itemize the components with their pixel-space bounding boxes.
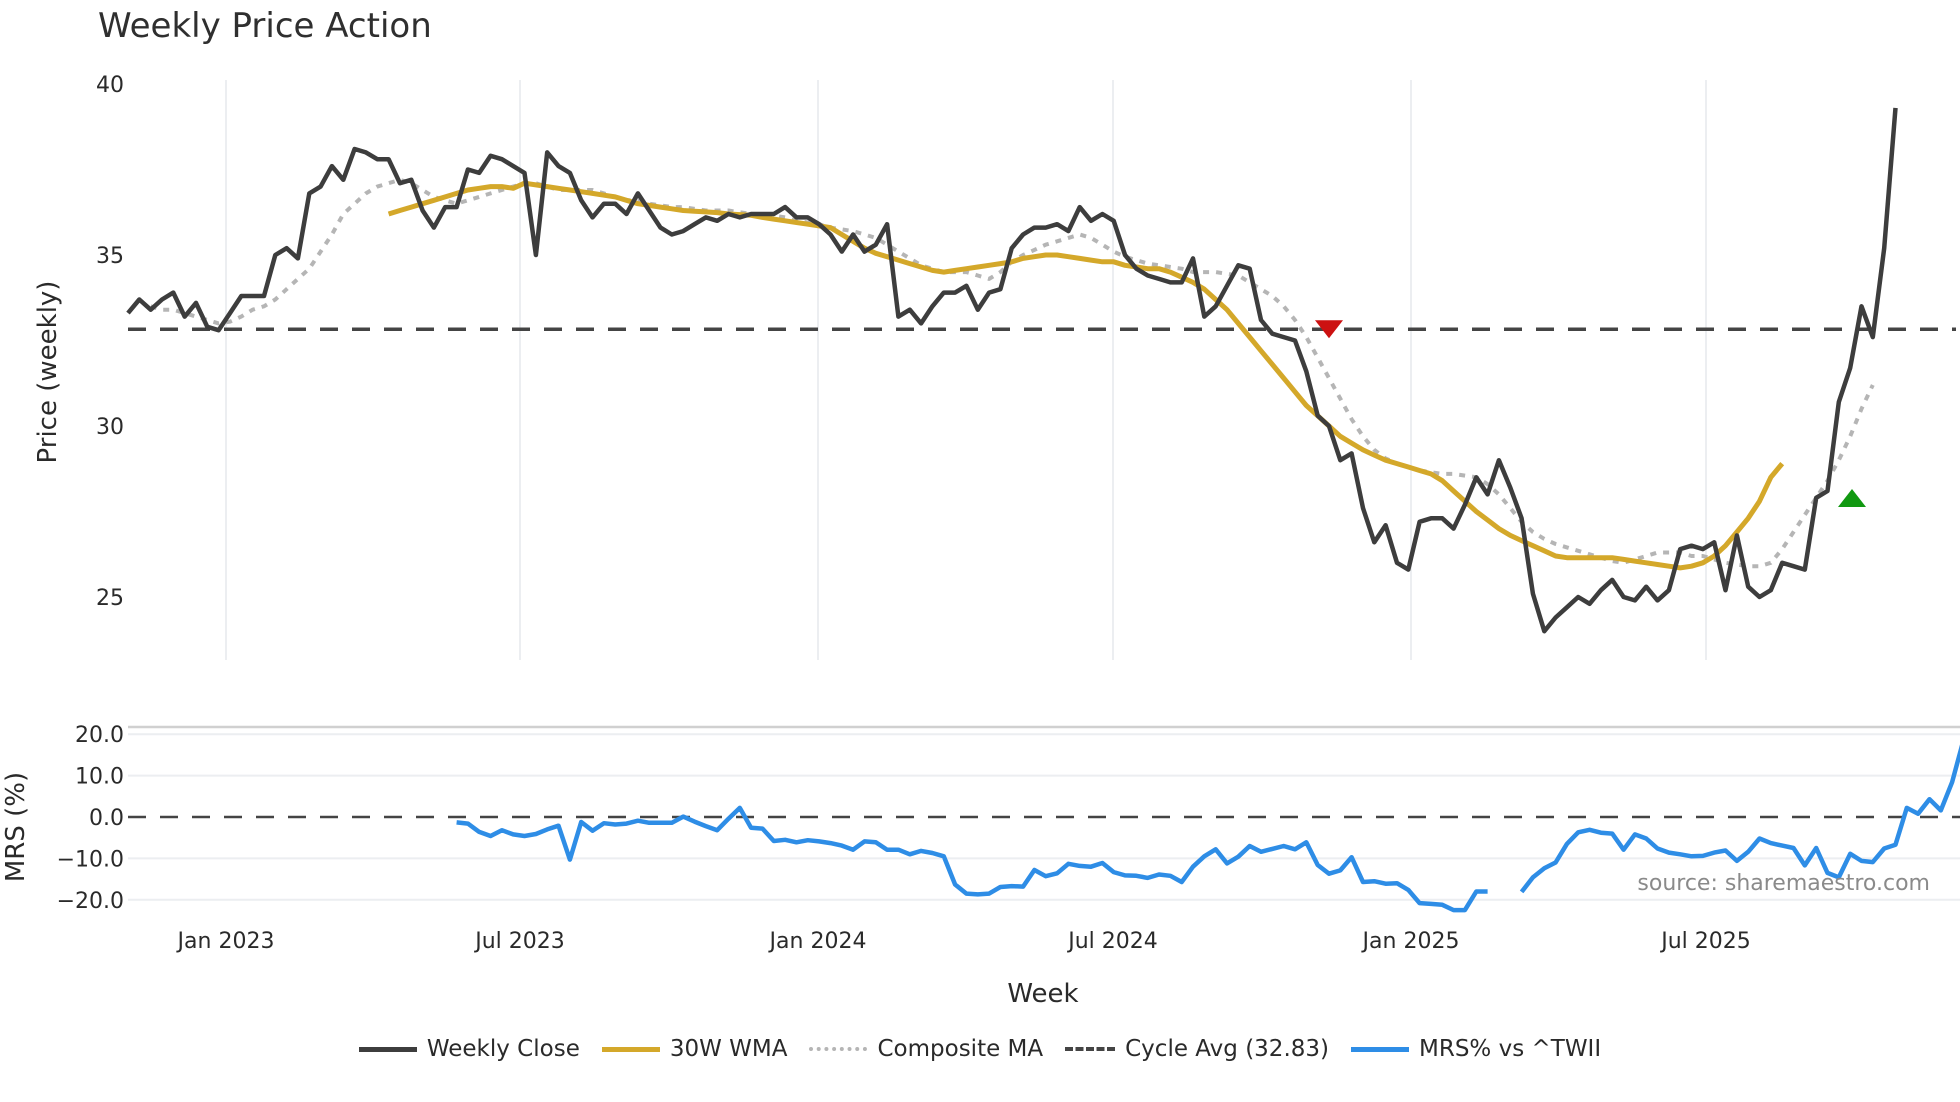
mrs-ytick: 20.0 (75, 723, 124, 748)
mrs-axis-title: MRS (%) (1, 772, 31, 882)
legend-item: 30W WMA (601, 1036, 788, 1062)
legend: Weekly Close 30W WMA Composite MA Cycle Avg… (0, 1036, 1960, 1062)
price-axis-title: Price (weekly) (33, 281, 63, 464)
weekly-close-line (126, 107, 1898, 634)
x-tick: Jan 2024 (768, 929, 867, 954)
legend-item: Cycle Avg (32.83) (1065, 1036, 1329, 1062)
buy-signal-marker (1838, 489, 1866, 507)
price-ytick: 40 (96, 73, 124, 98)
mrs-ytick: −20.0 (57, 889, 124, 914)
legend-item: Weekly Close (358, 1036, 580, 1062)
mrs-grid (128, 725, 1960, 901)
sell-signal-marker (1315, 320, 1343, 339)
x-tick: Jan 2023 (176, 929, 275, 954)
legend-label: Cycle Avg (32.83) (1125, 1036, 1329, 1062)
mrs-vs-twii-line (456, 805, 1488, 913)
x-tick: Jul 2025 (1659, 929, 1751, 954)
legend-label: Composite MA (877, 1036, 1044, 1062)
legend-item: Composite MA (809, 1036, 1043, 1062)
30w-wma-line (387, 180, 1785, 571)
x-tick: Jul 2023 (473, 929, 565, 954)
legend-swatch-icon (1351, 1046, 1409, 1052)
legend-label: Weekly Close (426, 1036, 580, 1062)
legend-swatch-icon (809, 1047, 868, 1051)
x-tick: Jul 2024 (1066, 929, 1158, 954)
mrs-vs-twii-line (1519, 744, 1960, 894)
mrs-ytick: 10.0 (75, 765, 124, 790)
price-ytick: 25 (96, 586, 124, 611)
legend-label: 30W WMA (669, 1036, 788, 1062)
legend-item: MRS% vs ^TWII (1351, 1036, 1601, 1062)
price-ytick: 35 (96, 244, 124, 269)
mrs-plot (456, 744, 1960, 913)
legend-label: MRS% vs ^TWII (1419, 1036, 1602, 1062)
legend-swatch-icon (1065, 1047, 1116, 1051)
legend-swatch-icon (358, 1046, 417, 1052)
price-grid (128, 80, 1956, 660)
price-plot (126, 107, 1898, 634)
source-watermark: source: sharemaestro.com (1637, 871, 1930, 896)
x-axis-title: Week (1007, 979, 1078, 1009)
axis-labels: 40 35 30 25 20.0 10.0 0.0 −10.0 −20.0 Jan 2023 Jul… (57, 73, 1751, 954)
mrs-ytick: −10.0 (57, 847, 124, 872)
chart-title: Weekly Price Action (98, 6, 432, 46)
mrs-ytick: 0.0 (89, 806, 124, 831)
legend-swatch-icon (601, 1046, 660, 1052)
x-tick: Jan 2025 (1361, 929, 1460, 954)
price-ytick: 30 (96, 415, 124, 440)
composite-ma-line (150, 177, 1875, 569)
